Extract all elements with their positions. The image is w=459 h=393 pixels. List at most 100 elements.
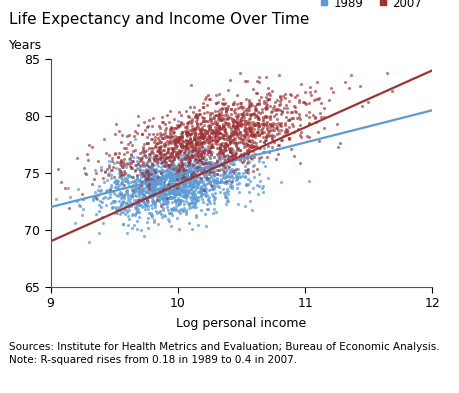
Point [219, 123, 226, 129]
Point [163, 162, 171, 168]
Point [185, 201, 192, 208]
Point [150, 189, 157, 196]
Point [157, 211, 164, 217]
Point [217, 109, 224, 115]
Point [198, 191, 205, 198]
Point [294, 126, 302, 132]
Point [189, 184, 196, 191]
Point [174, 160, 182, 166]
Point [181, 155, 188, 161]
Point [236, 122, 243, 128]
Point [112, 151, 119, 157]
Point [118, 200, 126, 206]
Point [156, 191, 163, 198]
Point [163, 155, 171, 162]
Point [150, 156, 157, 162]
Point [132, 184, 140, 191]
Point [269, 103, 277, 109]
Point [180, 167, 188, 173]
Point [193, 173, 201, 179]
Point [209, 114, 217, 121]
Point [195, 180, 202, 186]
Point [178, 142, 185, 149]
Point [138, 170, 145, 176]
Point [165, 170, 173, 176]
Point [197, 120, 205, 126]
Point [192, 174, 200, 181]
Point [160, 157, 167, 163]
Point [282, 127, 290, 134]
Point [235, 152, 243, 158]
Point [219, 162, 226, 168]
Point [347, 72, 354, 78]
Point [169, 161, 177, 167]
Point [142, 160, 150, 166]
Point [158, 186, 166, 193]
Point [190, 201, 198, 208]
Point [235, 188, 242, 195]
Point [162, 190, 169, 196]
Point [190, 136, 197, 142]
Point [155, 186, 162, 192]
Point [185, 157, 192, 163]
Point [183, 141, 190, 147]
Point [110, 160, 117, 167]
Point [230, 167, 238, 174]
Point [191, 125, 199, 132]
Point [185, 140, 193, 146]
Point [188, 154, 195, 160]
Point [148, 162, 156, 168]
Point [155, 145, 162, 151]
Point [262, 103, 269, 110]
Point [181, 124, 188, 130]
Point [223, 198, 230, 204]
Point [196, 165, 204, 172]
Point [78, 191, 86, 197]
Point [170, 191, 178, 197]
Point [202, 128, 210, 134]
Point [174, 226, 182, 232]
Point [234, 165, 241, 172]
Point [129, 192, 136, 198]
Point [150, 173, 157, 179]
Point [247, 155, 254, 161]
Point [164, 199, 171, 205]
Point [208, 141, 215, 147]
Point [197, 140, 205, 147]
Point [235, 119, 243, 125]
Point [262, 132, 269, 139]
Point [232, 129, 240, 135]
Point [177, 131, 185, 137]
Point [157, 170, 164, 176]
Point [159, 195, 166, 201]
Point [265, 127, 273, 134]
Point [240, 149, 247, 156]
Point [167, 169, 174, 175]
Point [296, 116, 303, 122]
Point [129, 200, 136, 206]
Point [210, 113, 218, 119]
Point [159, 119, 167, 125]
Point [261, 105, 268, 111]
Point [218, 121, 226, 127]
Point [161, 133, 168, 140]
Point [167, 160, 174, 167]
Point [151, 198, 158, 205]
Point [218, 132, 226, 138]
Point [182, 143, 189, 149]
Point [193, 165, 200, 171]
Point [161, 151, 168, 157]
Point [207, 162, 214, 169]
Point [190, 169, 198, 176]
Point [168, 199, 176, 205]
Point [128, 174, 135, 180]
Point [233, 119, 240, 126]
Legend: 1989, 2007: 1989, 2007 [314, 0, 425, 15]
Point [232, 143, 239, 149]
Point [121, 191, 129, 197]
Point [165, 191, 172, 197]
Point [254, 191, 262, 198]
Point [131, 167, 138, 174]
Point [124, 132, 132, 138]
Point [271, 125, 279, 131]
